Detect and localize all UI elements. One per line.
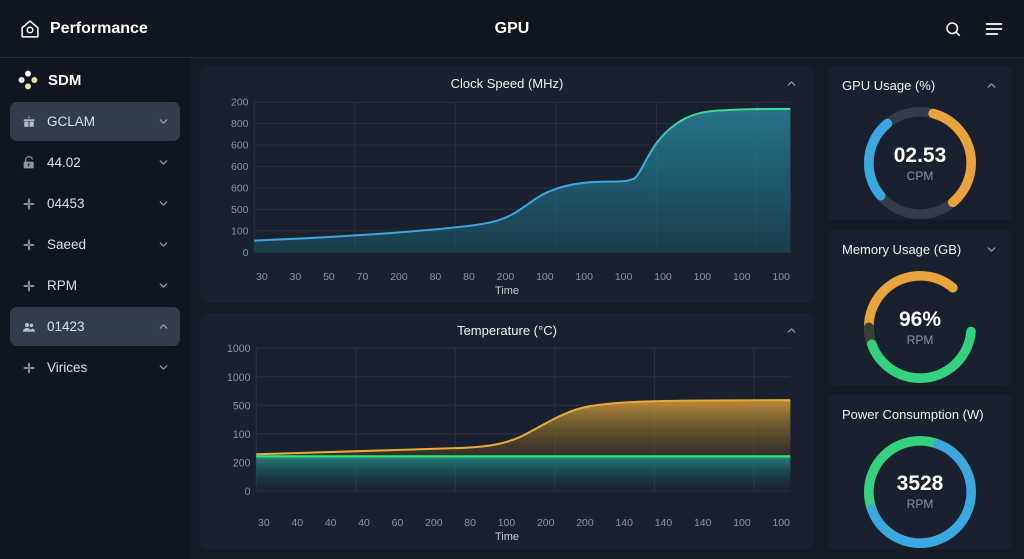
- svg-text:500: 500: [233, 400, 251, 412]
- svg-text:0: 0: [245, 485, 251, 497]
- svg-text:600: 600: [231, 184, 249, 195]
- svg-text:600: 600: [231, 162, 249, 173]
- svg-text:500: 500: [231, 205, 249, 216]
- svg-text:100: 100: [233, 428, 251, 440]
- svg-text:100: 100: [231, 227, 249, 238]
- svg-text:200: 200: [233, 457, 251, 469]
- svg-text:0: 0: [243, 248, 249, 259]
- svg-text:1000: 1000: [227, 371, 250, 383]
- svg-text:600: 600: [231, 141, 249, 152]
- svg-text:1000: 1000: [227, 342, 250, 354]
- svg-text:200: 200: [231, 98, 249, 109]
- svg-text:800: 800: [231, 119, 249, 130]
